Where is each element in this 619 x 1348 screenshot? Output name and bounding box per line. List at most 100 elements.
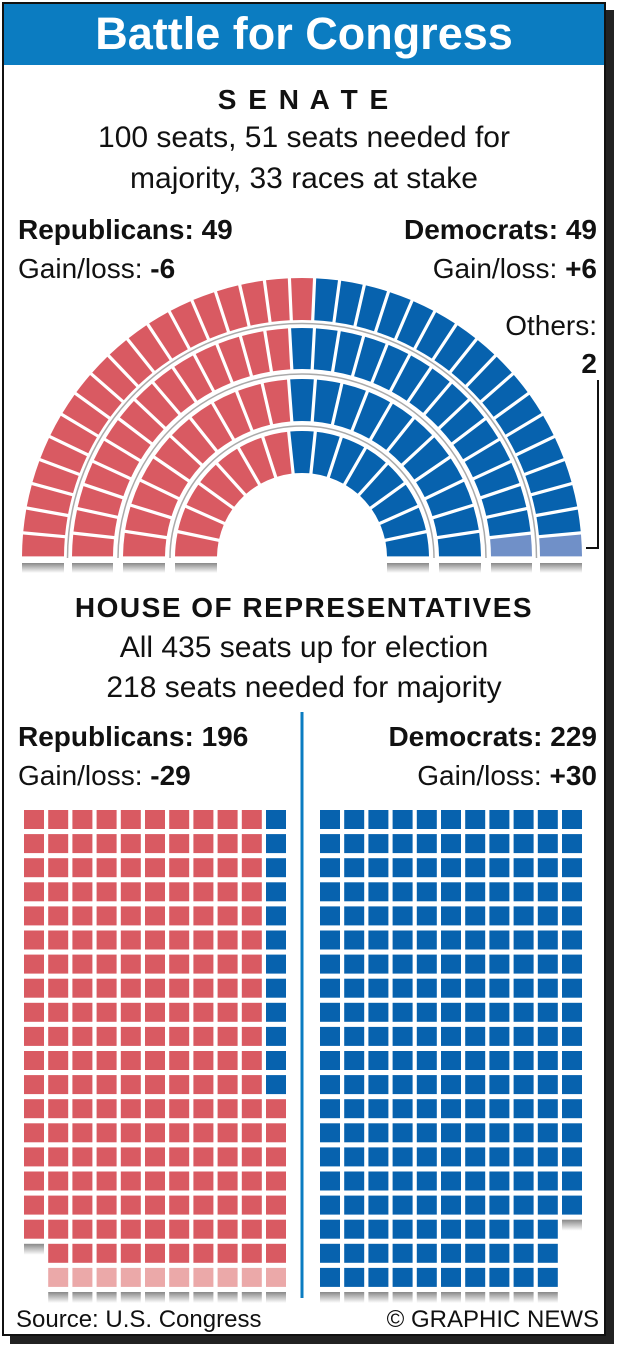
house-seat-pending <box>241 1267 262 1287</box>
house-seat-republican <box>241 1171 262 1191</box>
house-seat-democrat <box>320 1267 340 1287</box>
house-seat-democrat <box>320 1147 340 1167</box>
source-text: Source: U.S. Congress <box>16 1306 262 1333</box>
senate-seat-republican <box>50 415 97 454</box>
house-seat-republican <box>193 1051 214 1070</box>
house-seat-democrat <box>392 1243 413 1263</box>
house-seat-republican <box>48 882 69 902</box>
house-seat-republican <box>241 930 262 950</box>
house-seat-republican <box>193 834 214 854</box>
house-seat-democrat <box>392 1171 413 1191</box>
house-seat-republican <box>48 1219 69 1239</box>
house-seat-democrat <box>320 1243 340 1263</box>
senate-seat-republican <box>123 532 167 557</box>
senate-seat-democrat <box>397 301 434 348</box>
senate-seat-republican <box>217 285 248 332</box>
house-seat-democrat <box>416 906 437 926</box>
senate-seat-republican <box>266 328 291 372</box>
house-seat-republican <box>120 810 141 829</box>
house-seat-republican <box>241 882 262 902</box>
house-seat-republican <box>24 978 44 998</box>
house-seat-democrat <box>266 1051 286 1070</box>
house-seat-republican <box>96 834 117 854</box>
house-seat-republican <box>169 1123 190 1143</box>
house-seat-democrat <box>489 1171 510 1191</box>
house-seat-democrat <box>465 858 486 878</box>
credit-text: © GRAPHIC NEWS <box>386 1306 599 1333</box>
house-seat-democrat <box>441 1099 461 1119</box>
house-seat-democrat <box>537 1195 558 1215</box>
house-seat-democrat <box>441 1026 461 1046</box>
house-seat-democrat <box>562 978 582 998</box>
house-seat-republican <box>24 1075 44 1095</box>
house-seat-democrat <box>266 978 286 998</box>
house-seat-democrat <box>392 1219 413 1239</box>
house-seat-democrat <box>513 1099 534 1119</box>
house-seat-republican <box>145 1123 165 1143</box>
house-line1: All 435 seats up for election <box>119 631 489 664</box>
house-seat-pending <box>145 1267 165 1287</box>
senate-seat-democrat <box>385 533 429 557</box>
senate-seat-democrat <box>314 278 338 322</box>
house-seat-democrat <box>344 1099 365 1119</box>
house-seat-democrat <box>513 858 534 878</box>
house-seat-republican <box>72 1171 93 1191</box>
house-seat-republican <box>241 1219 262 1239</box>
house-seat-shadow <box>368 1292 389 1303</box>
house-seat-democrat <box>562 1051 582 1070</box>
senate-seat-republican <box>174 355 213 401</box>
house-seat-republican <box>217 906 238 926</box>
house-seat-democrat <box>562 930 582 950</box>
house-seat-republican <box>169 1026 190 1046</box>
house-seat-republican <box>24 1099 44 1119</box>
senate-seat-democrat <box>474 462 520 497</box>
house-seat-democrat <box>416 1123 437 1143</box>
house-seat-democrat <box>344 858 365 878</box>
house-seat-republican <box>96 1026 117 1046</box>
house-seat-republican <box>217 834 238 854</box>
house-seat-democrat <box>489 1075 510 1095</box>
house-seat-republican <box>145 1195 165 1215</box>
house-seat-republican <box>241 1075 262 1095</box>
house-seat-pending <box>193 1267 214 1287</box>
house-seat-democrat <box>320 906 340 926</box>
house-seat-republican <box>120 978 141 998</box>
house-seat-republican <box>145 1099 165 1119</box>
house-seat-democrat <box>465 1099 486 1119</box>
senate-seat-republican <box>73 510 118 536</box>
house-seat-republican <box>120 954 141 974</box>
house-seat-democrat <box>537 882 558 902</box>
house-seat-democrat <box>368 1051 389 1070</box>
house-seat-republican <box>217 882 238 902</box>
house-seat-republican <box>169 1147 190 1167</box>
house-seat-republican <box>217 1243 238 1263</box>
senate-seat-republican <box>239 437 275 484</box>
house-seat-democrat <box>441 1075 461 1095</box>
house-seat-democrat <box>266 1075 286 1095</box>
house-seat-republican <box>72 1243 93 1263</box>
house-seat-democrat <box>441 810 461 829</box>
house-seat-democrat <box>441 978 461 998</box>
house-seat-republican <box>120 1123 141 1143</box>
house-seat-shadow <box>241 1292 262 1303</box>
house-seat-democrat <box>537 1171 558 1191</box>
house-seat-democrat <box>320 1002 340 1022</box>
house-seat-republican <box>241 1195 262 1215</box>
senate-seat-republican <box>131 481 178 517</box>
house-seat-republican <box>120 1219 141 1239</box>
senate-line1: 100 seats, 51 seats needed for <box>98 121 510 154</box>
house-seat-democrat <box>441 954 461 974</box>
house-seat-republican <box>193 1171 214 1191</box>
house-seat-democrat <box>416 1075 437 1095</box>
house-seat-democrat <box>562 810 582 829</box>
senate-seat-democrat <box>290 430 314 474</box>
house-seat-democrat <box>465 1147 486 1167</box>
house-seat-republican <box>96 1147 117 1167</box>
house-seat-republican <box>120 930 141 950</box>
senate-title: S E N A T E <box>217 84 391 115</box>
house-seat-democrat <box>441 1002 461 1022</box>
house-seat-democrat <box>562 1147 582 1167</box>
house-seat-democrat <box>537 1219 558 1239</box>
house-seat-republican <box>217 954 238 974</box>
house-seat-republican <box>96 906 117 926</box>
